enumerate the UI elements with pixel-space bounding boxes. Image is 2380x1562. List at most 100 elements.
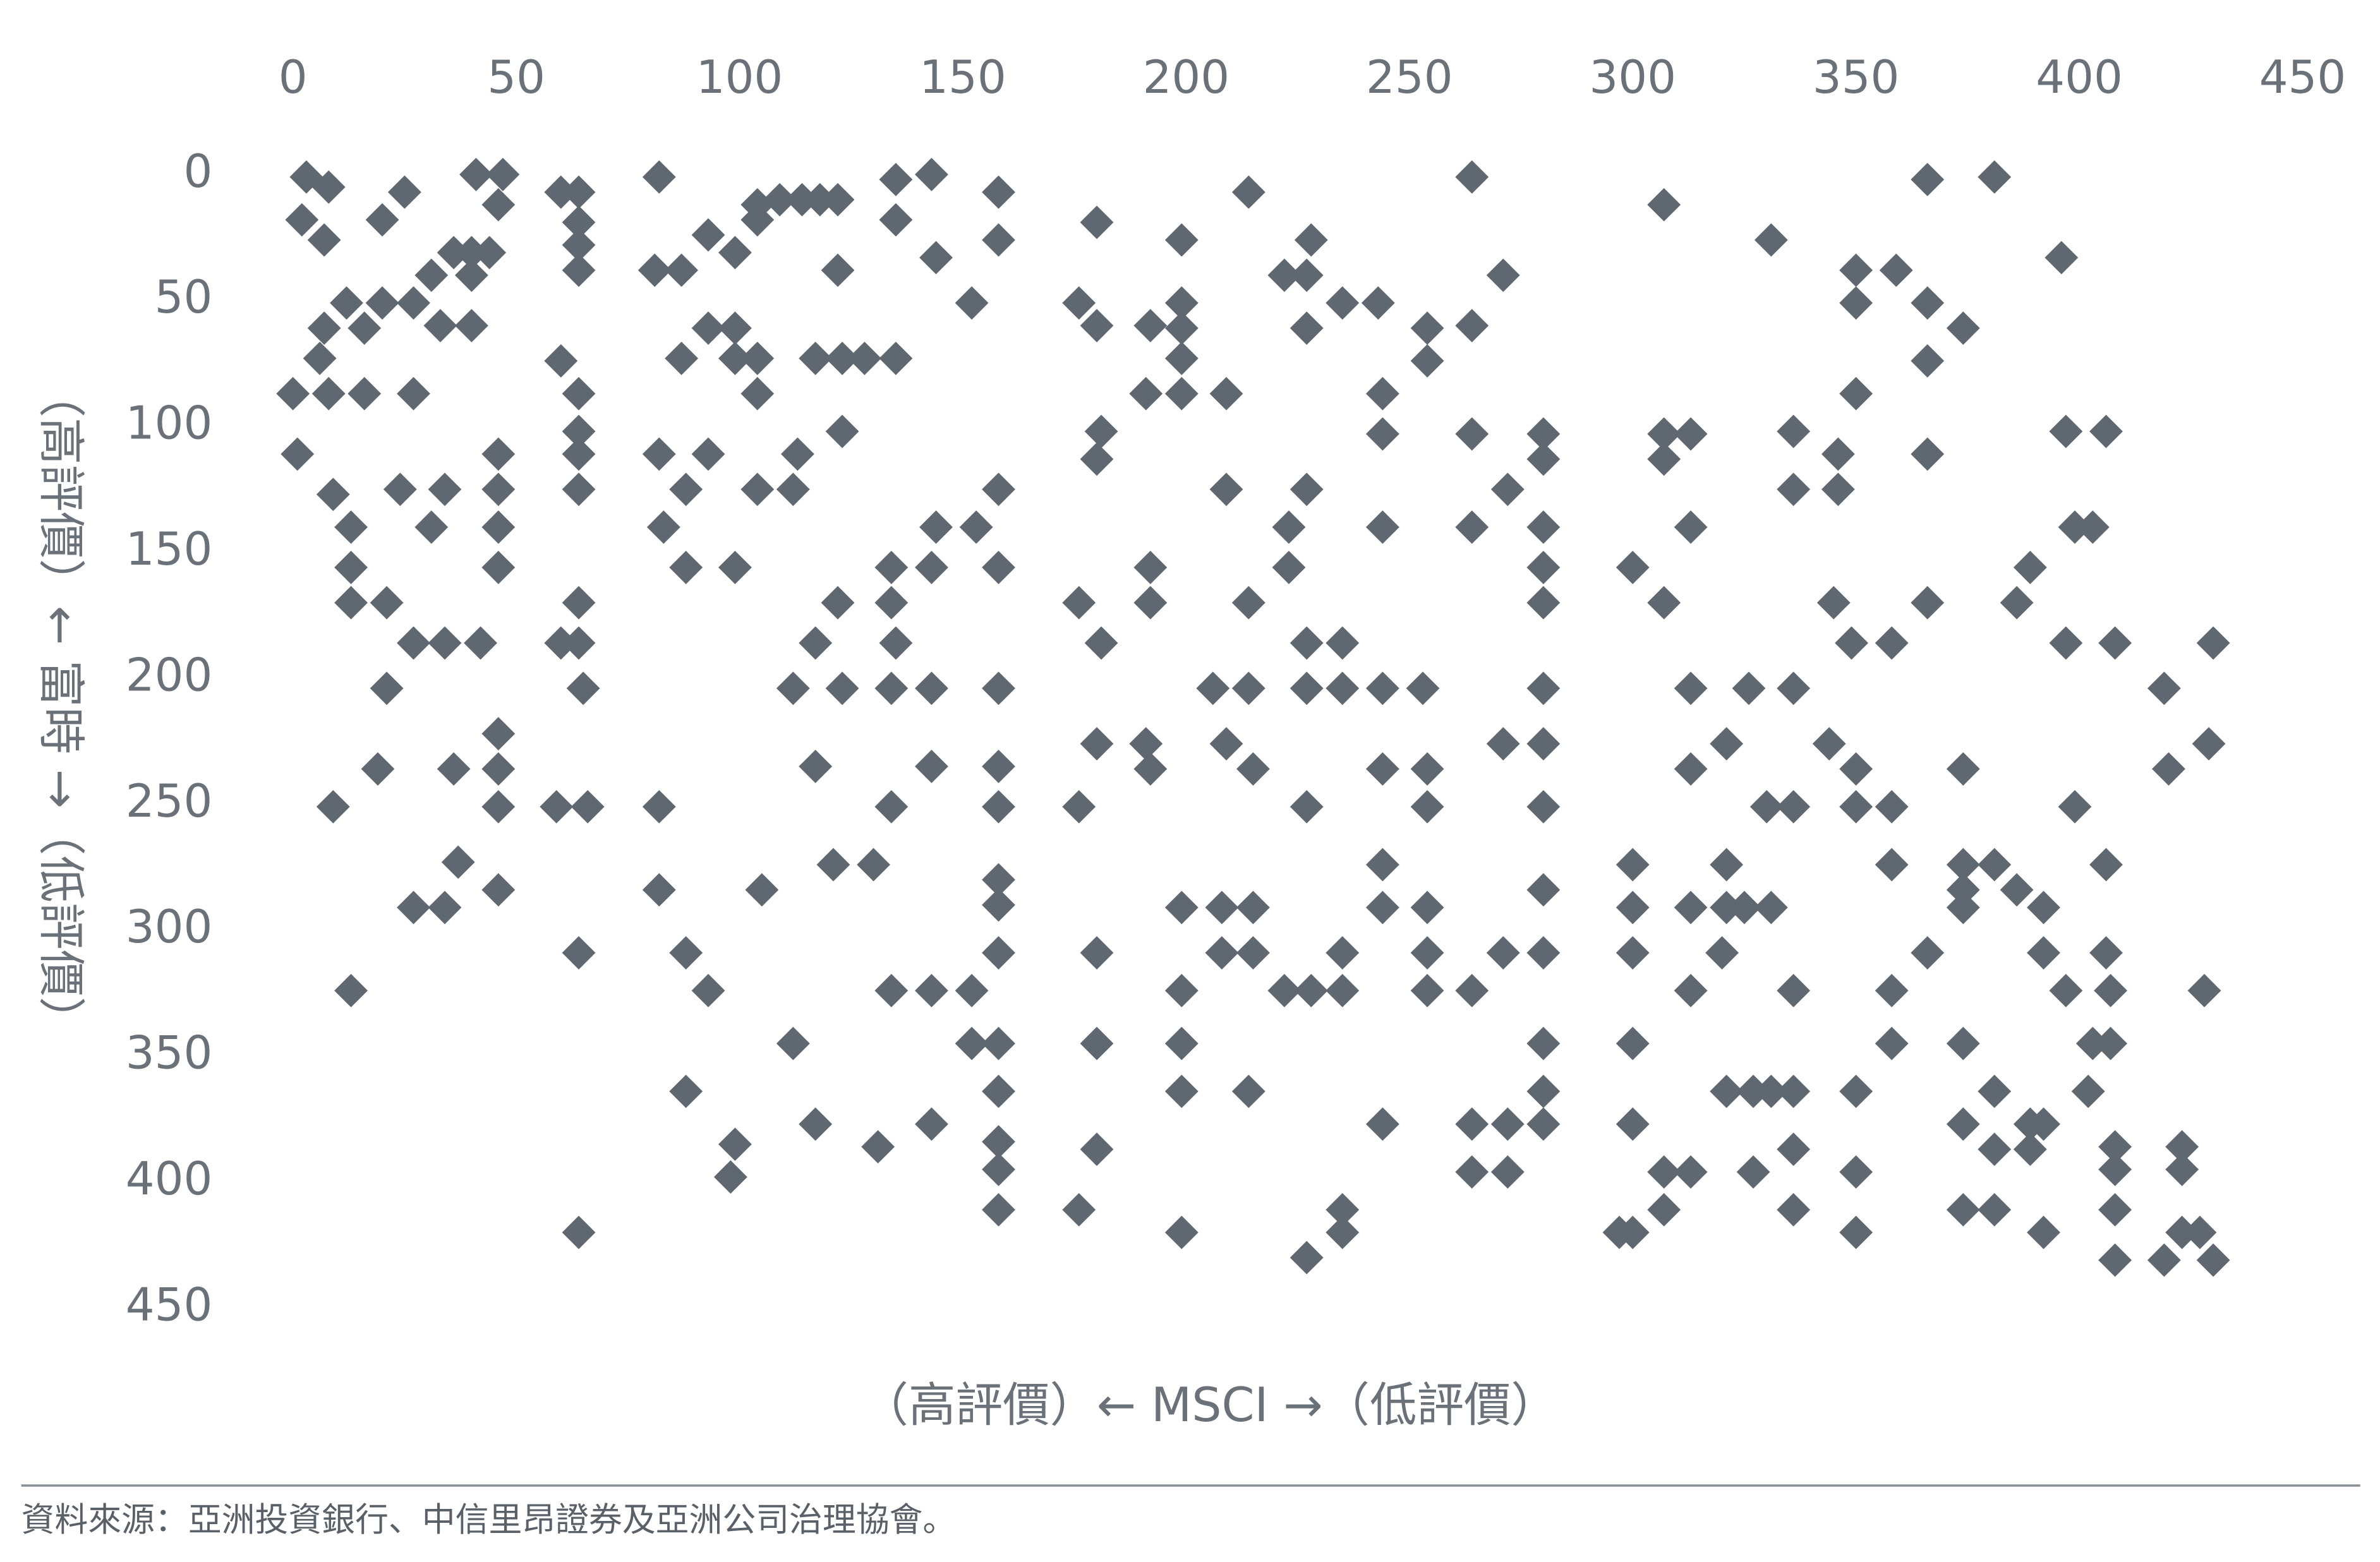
x-tick-label: 300 (1589, 51, 1676, 104)
scatter-point (1164, 286, 1199, 320)
scatter-point (562, 376, 596, 411)
scatter-point (1062, 790, 1096, 824)
scatter-point (803, 183, 837, 217)
scatter-point (311, 376, 346, 411)
scatter-point (562, 175, 596, 209)
scatter-point (669, 550, 703, 584)
scatter-point (1205, 891, 1239, 925)
x-tick-label: 450 (2259, 51, 2347, 104)
y-axis-label: （高評價）← 富時 →（低評價） (33, 371, 88, 1044)
scatter-point (691, 437, 725, 471)
scatter-point (1647, 417, 1681, 451)
scatter-point (540, 790, 574, 824)
scatter-point (1526, 671, 1561, 706)
scatter-point (1080, 205, 1114, 239)
scatter-point (982, 750, 1015, 783)
scatter-point (1272, 550, 1306, 584)
scatter-point (1777, 1193, 1811, 1227)
scatter-point (1647, 1193, 1681, 1227)
scatter-point (1526, 1107, 1561, 1141)
scatter-point (982, 175, 1015, 209)
scatter-point (2147, 1243, 2181, 1277)
scatter-point (1080, 1132, 1114, 1167)
scatter-point (544, 175, 578, 209)
scatter-point (387, 175, 421, 209)
scatter-point (562, 1215, 596, 1249)
y-tick-label: 200 (126, 648, 213, 701)
scatter-point (1133, 586, 1168, 620)
scatter-point (562, 205, 596, 239)
scatter-point (1164, 1215, 1199, 1249)
scatter-point (1410, 973, 1444, 1007)
scatter-point (1272, 510, 1306, 544)
scatter-point (571, 790, 605, 824)
scatter-point (2089, 936, 2123, 970)
scatter-point (874, 973, 909, 1007)
scatter-point (959, 510, 993, 544)
scatter-point (2045, 241, 2079, 275)
scatter-point (669, 936, 703, 970)
scatter-point (1365, 376, 1399, 411)
x-tick-label: 0 (279, 51, 308, 104)
scatter-point (562, 472, 596, 507)
scatter-point (740, 472, 775, 507)
scatter-point (745, 873, 779, 907)
scatter-point (370, 586, 404, 620)
scatter-point (1616, 1026, 1650, 1060)
scatter-point (1486, 936, 1520, 970)
scatter-point (1267, 973, 1302, 1007)
scatter-point (1732, 671, 1766, 706)
scatter-point (713, 1160, 747, 1194)
scatter-point (473, 236, 507, 270)
scatter-point (1777, 1132, 1811, 1167)
scatter-point (1526, 1074, 1561, 1108)
scatter-point (982, 790, 1015, 824)
scatter-point (2027, 936, 2060, 970)
scatter-point (2098, 1193, 2132, 1227)
scatter-point (428, 472, 462, 507)
y-tick-label: 150 (126, 522, 213, 575)
scatter-point (1777, 790, 1811, 824)
scatter-point (276, 376, 310, 411)
scatter-point (562, 936, 596, 970)
scatter-point (1526, 1026, 1561, 1060)
scatter-point (347, 376, 382, 411)
scatter-point (2058, 790, 2092, 824)
scatter-point (1455, 1155, 1489, 1189)
scatter-point (919, 510, 953, 544)
scatter-point (1839, 286, 1873, 320)
scatter-point (1290, 671, 1324, 706)
scatter-point (982, 1125, 1015, 1159)
scatter-point (1777, 414, 1811, 448)
scatter-point (1710, 727, 1744, 760)
scatter-point (879, 203, 913, 237)
scatter-point (1326, 936, 1360, 970)
scatter-point (955, 286, 989, 320)
scatter-point (2049, 973, 2083, 1007)
scatter-point (1754, 1074, 1788, 1108)
scatter-point (1267, 258, 1302, 292)
scatter-point (874, 671, 909, 706)
scatter-point (825, 671, 859, 706)
y-tick-label: 350 (126, 1026, 213, 1079)
scatter-point (1490, 1155, 1525, 1189)
scatter-point (397, 376, 430, 411)
scatter-point (2098, 1243, 2132, 1277)
scatter-point (428, 891, 462, 925)
scatter-point (825, 414, 859, 448)
x-tick-label: 100 (696, 51, 783, 104)
scatter-point (2098, 1130, 2132, 1164)
scatter-point (1164, 376, 1199, 411)
scatter-point (1231, 175, 1266, 209)
scatter-point (1080, 1026, 1114, 1060)
scatter-point (1978, 1074, 2012, 1108)
scatter-point (459, 157, 493, 191)
scatter-point (780, 437, 814, 471)
scatter-point (1231, 1074, 1266, 1108)
scatter-point (1410, 891, 1444, 925)
scatter-point (1290, 472, 1324, 507)
scatter-point (334, 510, 368, 544)
scatter-point (1294, 973, 1328, 1007)
scatter-point (1674, 973, 1708, 1007)
